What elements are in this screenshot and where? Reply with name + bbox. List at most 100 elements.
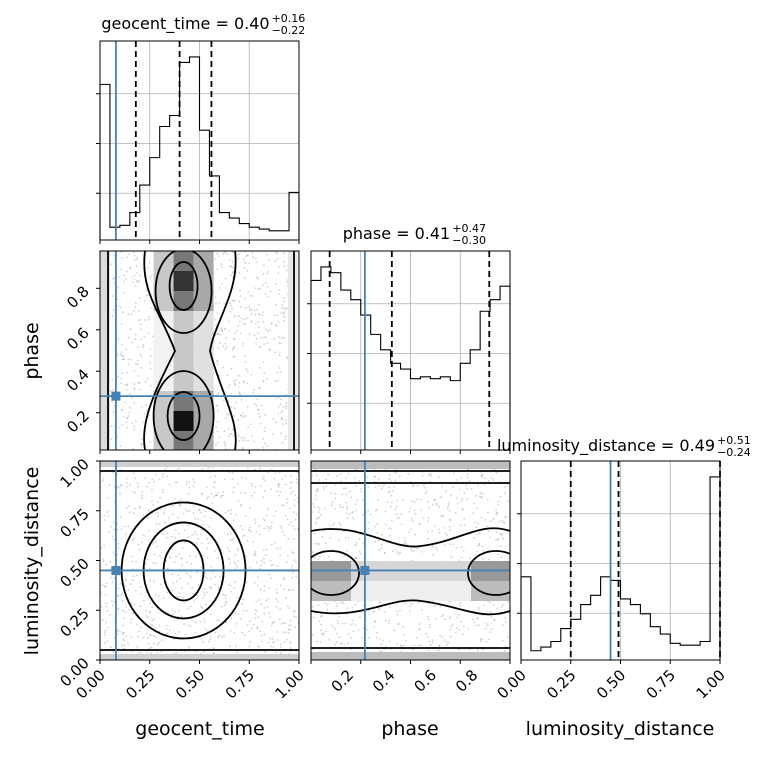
sample-dot [338, 615, 341, 618]
sample-dot [254, 257, 257, 260]
sample-dot [267, 270, 269, 273]
sample-dot [396, 643, 399, 646]
sample-dot [495, 471, 498, 474]
sample-dot [257, 645, 260, 648]
sample-dot [149, 633, 152, 636]
sample-dot [155, 593, 157, 596]
sample-dot [458, 613, 461, 616]
sample-dot [292, 511, 295, 513]
sample-dot [328, 524, 331, 527]
sample-dot [318, 620, 321, 623]
sample-dot [229, 265, 231, 268]
sample-dot [266, 272, 269, 275]
sample-dot [377, 499, 380, 501]
sample-dot [277, 292, 280, 295]
sample-dot [132, 472, 135, 475]
sample-dot [255, 600, 258, 603]
sample-dot [154, 541, 157, 544]
sample-dot [467, 468, 470, 471]
sample-dot [289, 640, 292, 643]
sample-dot [234, 276, 237, 278]
sample-dot [147, 293, 150, 296]
sample-dot [258, 467, 261, 470]
sample-dot [175, 555, 178, 558]
sample-dot [239, 332, 242, 335]
sample-dot [175, 651, 178, 654]
sample-dot [209, 476, 212, 478]
y-tick-label-luminosity_distance: 0.25 [56, 604, 92, 640]
sample-dot [197, 538, 200, 540]
sample-dot [150, 488, 153, 491]
sample-dot [253, 609, 256, 612]
sample-dot [136, 346, 139, 349]
sample-dot [478, 543, 481, 546]
sample-dot [152, 480, 155, 483]
sample-dot [120, 528, 123, 530]
sample-dot [262, 476, 265, 479]
sample-dot [232, 537, 235, 540]
sample-dot [183, 541, 186, 544]
sample-dot [121, 372, 124, 374]
sample-dot [497, 539, 500, 541]
sample-dot [122, 358, 125, 360]
sample-dot [224, 445, 227, 448]
sample-dot [133, 254, 136, 257]
sample-dot [230, 509, 233, 511]
sample-dot [129, 484, 132, 486]
sample-dot [227, 400, 230, 402]
sample-dot [143, 412, 146, 415]
sample-dot [149, 361, 151, 364]
sample-dot [264, 282, 267, 285]
sample-dot [388, 486, 391, 489]
sample-dot [375, 508, 378, 511]
sample-dot [412, 550, 415, 553]
sample-dot [275, 591, 278, 594]
sample-dot [124, 611, 127, 614]
sample-dot [504, 617, 507, 619]
sample-dot [262, 320, 265, 323]
density-cell [491, 461, 510, 469]
sample-dot [244, 322, 247, 325]
sample-dot [279, 403, 282, 406]
sample-dot [287, 588, 290, 591]
sample-dot [334, 627, 337, 630]
sample-dot [181, 596, 184, 599]
sample-dot [280, 417, 283, 420]
sample-dot [232, 346, 235, 348]
sample-dot [284, 475, 287, 478]
sample-dot [288, 523, 291, 526]
sample-dot [391, 550, 394, 553]
sample-dot [481, 558, 484, 560]
sample-dot [127, 642, 129, 645]
sample-dot [280, 432, 283, 435]
sample-dot [135, 362, 137, 365]
sample-dot [323, 601, 326, 604]
sample-dot [254, 313, 257, 316]
sample-dot [283, 312, 285, 315]
sample-dot [318, 479, 321, 482]
sample-dot [109, 390, 112, 393]
sample-dot [269, 559, 272, 562]
sample-dot [481, 545, 484, 548]
sample-dot [311, 605, 314, 608]
sample-dot [225, 337, 227, 339]
sample-dot [322, 529, 325, 532]
sample-dot [292, 610, 295, 613]
sample-dot [449, 519, 452, 521]
sample-dot [367, 509, 370, 512]
sample-dot [266, 525, 269, 528]
sample-dot [481, 474, 484, 476]
sample-dot [379, 601, 382, 604]
sample-dot [418, 623, 421, 625]
sample-dot [438, 531, 441, 534]
sample-dot [156, 545, 159, 548]
sample-dot [380, 650, 383, 653]
sample-dot [111, 581, 114, 584]
sample-dot [317, 489, 320, 492]
sample-dot [180, 557, 183, 560]
sample-dot [132, 575, 135, 578]
sample-dot [278, 289, 281, 291]
sample-dot [123, 617, 125, 620]
title-lower-error: −0.22 [272, 24, 306, 37]
